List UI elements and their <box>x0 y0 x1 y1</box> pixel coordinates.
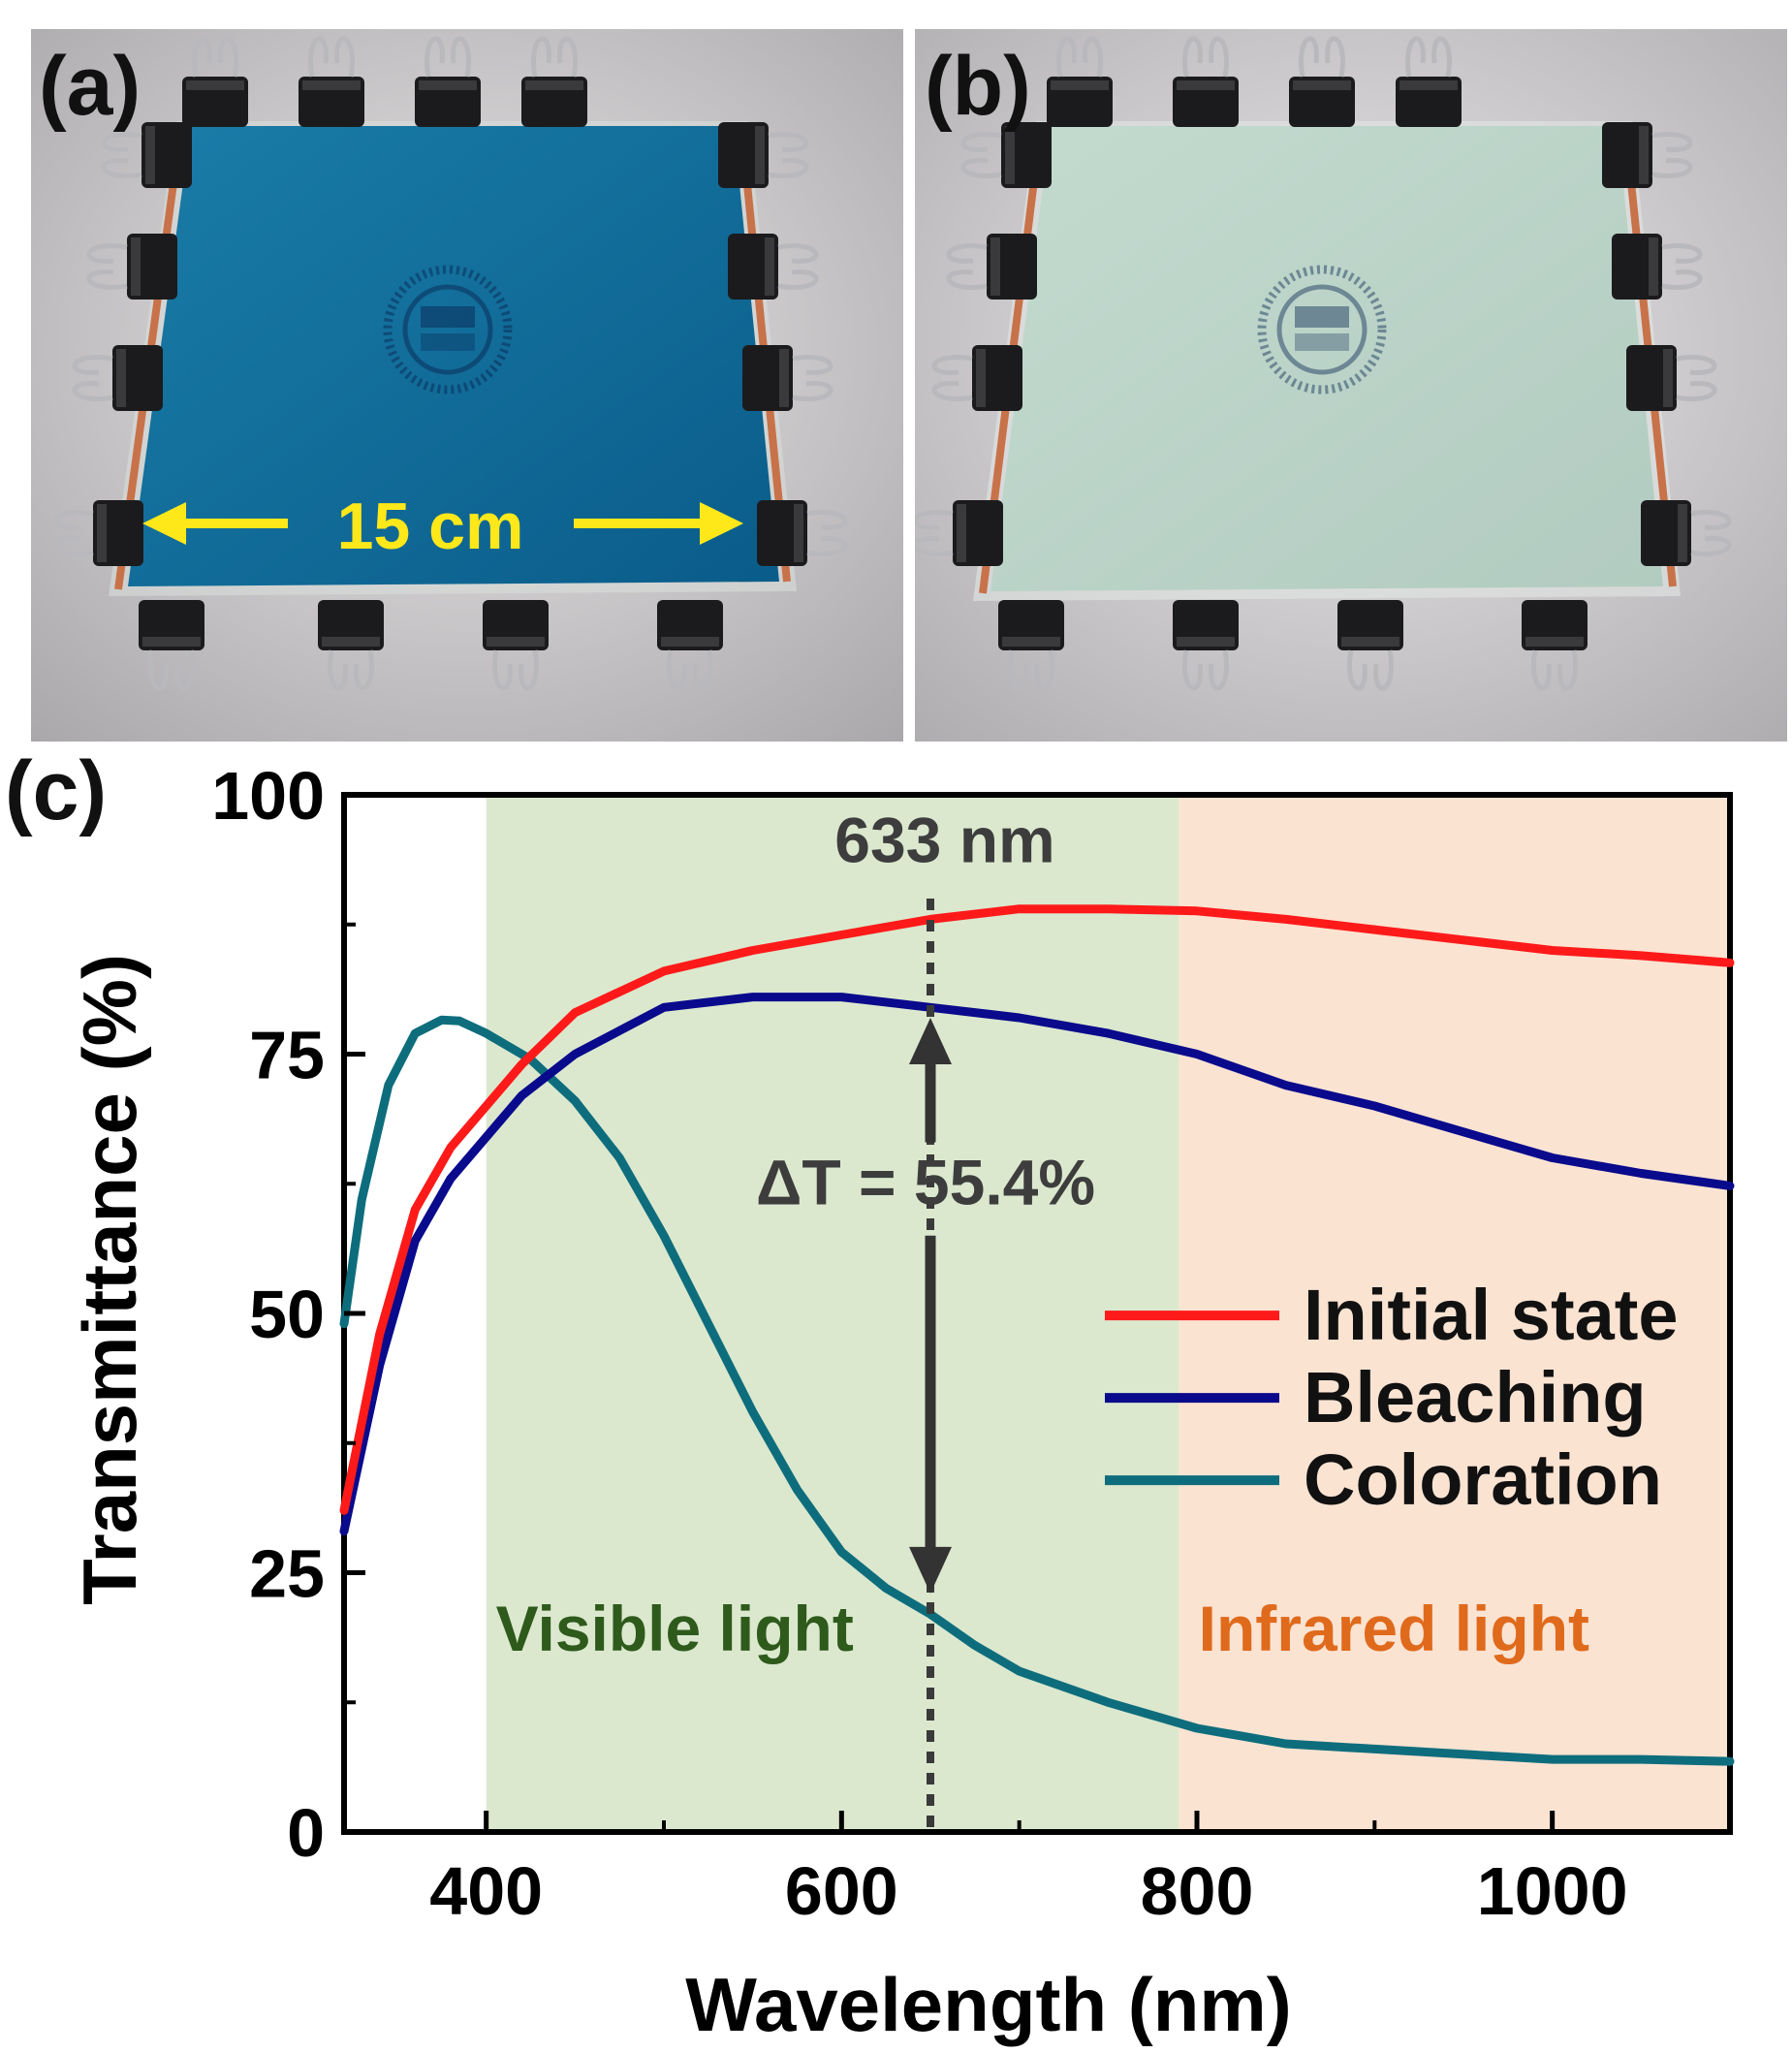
binder-clip <box>86 234 177 300</box>
binder-clip <box>182 36 248 127</box>
binder-clip <box>1626 345 1717 411</box>
binder-clip <box>960 122 1052 188</box>
y-tick-label: 100 <box>211 758 325 834</box>
binder-clip <box>521 36 587 127</box>
y-axis-title: Transmittance (%) <box>67 954 152 1605</box>
binder-clip <box>1641 500 1732 566</box>
dimension-label: 15 cm <box>337 490 524 563</box>
binder-clip <box>415 36 481 127</box>
axis-ticks: 400 600 800 1000 0 25 50 75 100 <box>211 758 1627 1929</box>
photo-colored-window: 15 cm (a) <box>31 29 903 742</box>
panel-label-a: (a) <box>39 40 141 133</box>
x-tick-label: 1000 <box>1477 1853 1628 1929</box>
series-line-0 <box>339 904 1735 1515</box>
delta-arrowhead-down <box>909 1546 952 1594</box>
emblem-icon <box>1257 265 1387 395</box>
binder-clip <box>931 345 1022 411</box>
x-tick-label: 800 <box>1141 1853 1254 1929</box>
legend-label-2: Coloration <box>1304 1439 1662 1520</box>
delta-arrowhead-up <box>909 1018 952 1065</box>
photo-bleached-svg: (b) <box>915 29 1787 742</box>
binder-clip <box>757 500 848 566</box>
series-layer <box>339 904 1735 1766</box>
binder-clip <box>1396 36 1462 127</box>
binder-clip <box>318 600 384 691</box>
x-axis-title: Wavelength (nm) <box>685 1962 1291 2047</box>
region-label-0: Visible light <box>496 1593 854 1664</box>
electrochromic-glass <box>990 126 1663 591</box>
binder-clip <box>139 600 204 691</box>
binder-clip <box>728 234 819 300</box>
binder-clip <box>483 600 549 691</box>
panel-label-b: (b) <box>925 40 1031 133</box>
binder-clips <box>915 36 1732 691</box>
y-tick-label: 75 <box>249 1018 325 1093</box>
binder-clip <box>657 600 723 691</box>
binder-clip <box>1047 36 1113 127</box>
binder-clip <box>101 122 192 188</box>
photo-colored-svg: 15 cm (a) <box>31 29 903 742</box>
photo-bleached-window: (b) <box>915 29 1787 742</box>
binder-clip <box>1289 36 1355 127</box>
binder-clip <box>1173 36 1239 127</box>
binder-clips <box>52 36 848 691</box>
legend-label-1: Bleaching <box>1304 1357 1647 1437</box>
electrochromic-glass <box>128 126 779 586</box>
binder-clip <box>998 600 1064 691</box>
binder-clip <box>299 36 364 127</box>
binder-clip <box>946 234 1037 300</box>
wavelength-marker-label: 633 nm <box>834 805 1054 876</box>
binder-clip <box>1602 122 1693 188</box>
binder-clip <box>915 500 1003 566</box>
panel-label-c: (c) <box>5 746 107 837</box>
x-tick-label: 400 <box>429 1853 543 1929</box>
binder-clip <box>718 122 809 188</box>
y-tick-label: 50 <box>249 1277 325 1352</box>
emblem-icon <box>383 265 513 395</box>
transmittance-chart: Visible light Infrared light 633 nm ΔT = 5… <box>5 746 1735 2047</box>
y-tick-label: 0 <box>287 1795 325 1871</box>
y-tick-label: 25 <box>249 1536 325 1612</box>
binder-clip <box>1337 600 1403 691</box>
region-0 <box>486 795 1179 1832</box>
binder-clip <box>742 345 833 411</box>
annotation-layer: 633 nm ΔT = 55.4% <box>756 805 1095 1832</box>
delta-label: ΔT = 55.4% <box>756 1147 1095 1218</box>
dimension-arrow <box>142 502 743 545</box>
binder-clip <box>1173 600 1239 691</box>
binder-clip <box>1612 234 1703 300</box>
x-tick-label: 600 <box>785 1853 898 1929</box>
binder-clip <box>52 500 143 566</box>
binder-clip <box>1522 600 1588 691</box>
region-label-1: Infrared light <box>1199 1593 1589 1664</box>
legend-label-0: Initial state <box>1304 1275 1679 1355</box>
series-line-2 <box>339 1015 1735 1766</box>
binder-clip <box>72 345 163 411</box>
series-line-1 <box>339 993 1735 1536</box>
